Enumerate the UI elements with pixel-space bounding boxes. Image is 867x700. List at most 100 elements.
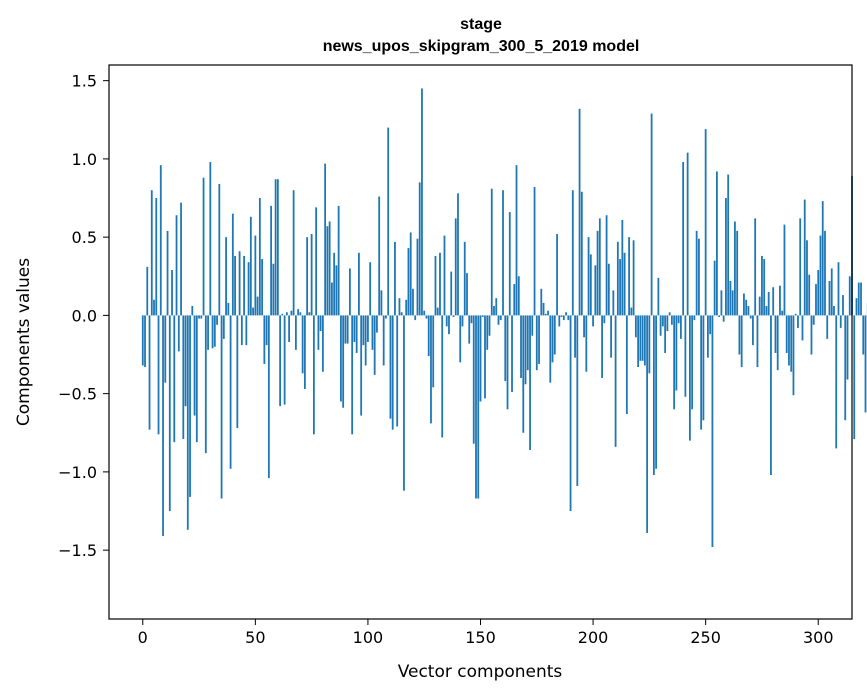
- bar: [732, 290, 734, 315]
- bar: [313, 315, 315, 434]
- bar: [579, 109, 581, 316]
- bar: [162, 315, 164, 536]
- bar: [297, 309, 299, 315]
- bar: [802, 315, 804, 340]
- bar: [858, 283, 860, 316]
- bar: [657, 278, 659, 316]
- bar: [205, 315, 207, 453]
- bar: [410, 232, 412, 315]
- bar: [646, 315, 648, 533]
- bar: [707, 315, 709, 357]
- bar: [518, 276, 520, 315]
- bar: [376, 315, 378, 332]
- bar: [272, 264, 274, 316]
- bar: [236, 315, 238, 428]
- bar: [860, 283, 862, 316]
- bar: [187, 315, 189, 529]
- bar: [806, 240, 808, 315]
- bar: [545, 314, 547, 316]
- bar: [770, 315, 772, 475]
- bar: [263, 315, 265, 364]
- chart-title-line-1: stage: [460, 16, 502, 33]
- bar: [358, 253, 360, 316]
- bar: [243, 256, 245, 315]
- bar: [693, 315, 695, 320]
- bar: [651, 114, 653, 316]
- bar: [329, 222, 331, 316]
- bar: [437, 308, 439, 316]
- bar: [664, 315, 666, 353]
- bar: [412, 289, 414, 316]
- bar: [522, 315, 524, 432]
- bar: [394, 242, 396, 316]
- bar: [396, 315, 398, 426]
- bar: [342, 315, 344, 407]
- bar: [387, 128, 389, 316]
- bar: [230, 315, 232, 468]
- bar: [169, 315, 171, 511]
- bar: [227, 303, 229, 316]
- bar: [529, 315, 531, 450]
- bar: [592, 315, 594, 326]
- bar: [304, 315, 306, 389]
- bar: [811, 315, 813, 354]
- bar: [315, 207, 317, 315]
- bar: [360, 315, 362, 415]
- bar: [534, 187, 536, 315]
- bar: [712, 315, 714, 547]
- bar: [480, 315, 482, 401]
- bar: [772, 287, 774, 315]
- bar: [403, 315, 405, 490]
- bar: [630, 308, 632, 316]
- bar: [482, 315, 484, 317]
- bar: [268, 315, 270, 478]
- bar: [270, 206, 272, 316]
- bar: [372, 315, 374, 349]
- bar: [730, 281, 732, 315]
- bar: [336, 265, 338, 315]
- bar: [171, 270, 173, 315]
- bar: [232, 214, 234, 316]
- bar: [146, 267, 148, 316]
- bar: [428, 315, 430, 356]
- bar: [432, 315, 434, 387]
- bar: [475, 315, 477, 498]
- bar: [549, 315, 551, 382]
- bar: [167, 231, 169, 316]
- bar: [709, 315, 711, 334]
- bar: [856, 298, 858, 315]
- bar: [214, 315, 216, 346]
- bar: [847, 315, 849, 379]
- bar: [327, 226, 329, 315]
- bar: [808, 275, 810, 316]
- bar: [457, 193, 459, 315]
- bar: [603, 315, 605, 323]
- bar: [673, 315, 675, 409]
- bar: [257, 297, 259, 316]
- bar: [606, 215, 608, 315]
- bar: [495, 298, 497, 315]
- bar: [763, 259, 765, 315]
- bar: [585, 315, 587, 371]
- bar: [739, 315, 741, 354]
- bar: [225, 237, 227, 315]
- bar: [721, 290, 723, 315]
- bar: [423, 311, 425, 316]
- bar: [430, 315, 432, 423]
- bar: [306, 237, 308, 315]
- bar: [838, 262, 840, 315]
- bar: [421, 88, 423, 315]
- bar: [520, 315, 522, 378]
- bar: [689, 315, 691, 440]
- bar: [252, 308, 254, 316]
- bar: [588, 237, 590, 315]
- bar: [594, 265, 596, 315]
- bar: [639, 315, 641, 360]
- bar: [829, 281, 831, 315]
- bar: [840, 315, 842, 328]
- y-axis-label: Components values: [14, 258, 34, 426]
- bar: [703, 315, 705, 420]
- bar: [196, 315, 198, 442]
- bar: [705, 129, 707, 315]
- bar: [687, 153, 689, 316]
